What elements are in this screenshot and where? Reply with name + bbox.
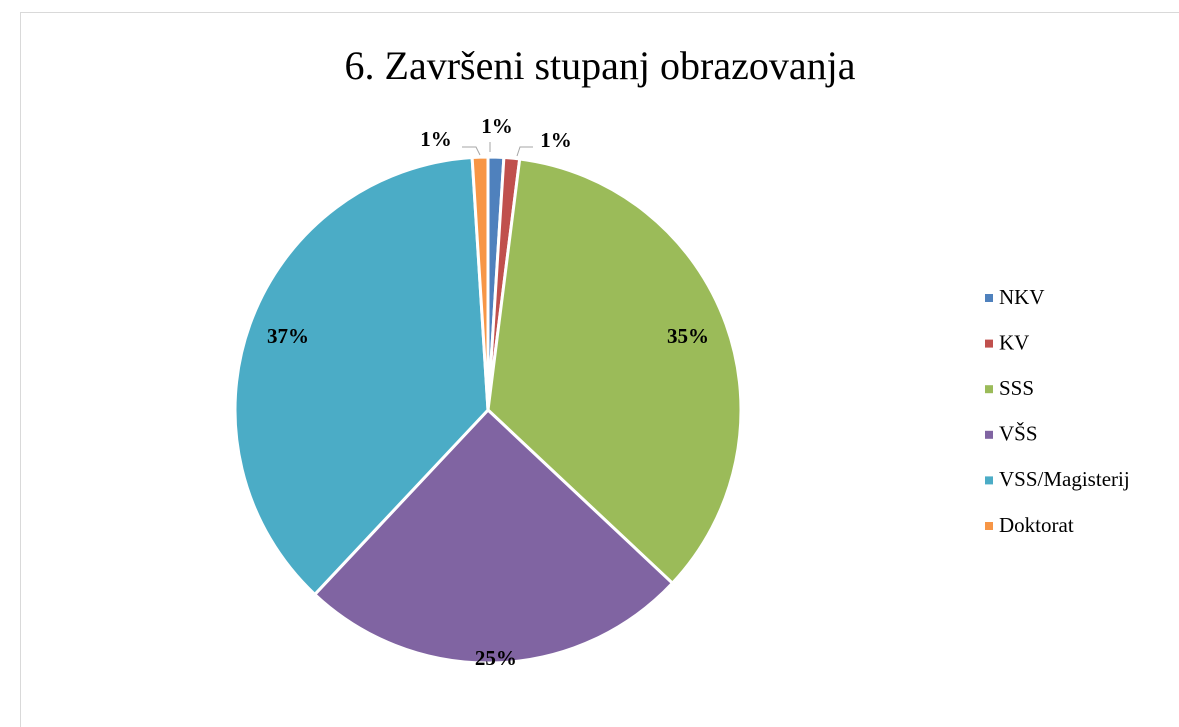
data-label: 25%	[475, 646, 517, 670]
data-label: 35%	[667, 324, 709, 348]
data-label: 37%	[267, 324, 309, 348]
pie-slice	[312, 407, 675, 665]
legend-label: NKV	[999, 285, 1045, 309]
legend-swatch	[985, 339, 993, 348]
pie-slice	[470, 155, 490, 411]
legend-label: VSS/Magisterij	[999, 467, 1130, 491]
data-label: 1%	[540, 128, 572, 152]
legend-label: KV	[999, 330, 1029, 354]
pie-slice	[486, 157, 743, 586]
chart-title: 6. Završeni stupanj obrazovanja	[345, 43, 856, 88]
leader-line	[462, 146, 481, 156]
legend-swatch	[985, 385, 993, 394]
legend-label: Doktorat	[999, 513, 1074, 537]
legend-swatch	[985, 294, 993, 302]
legend-label: VŠS	[999, 422, 1038, 446]
legend-swatch	[985, 476, 993, 485]
legend-label: SSS	[999, 376, 1034, 400]
legend-swatch	[985, 430, 993, 439]
pie-slice	[233, 155, 490, 597]
leader-line	[516, 146, 533, 157]
data-label: 1%	[420, 127, 452, 151]
data-label: 1%	[481, 114, 513, 138]
legend-swatch	[985, 522, 993, 530]
